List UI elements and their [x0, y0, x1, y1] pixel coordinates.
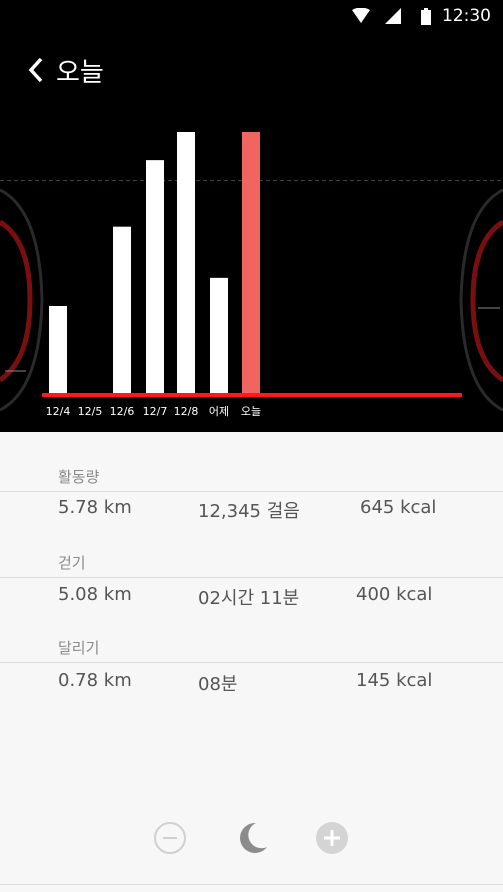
- divider: [0, 491, 503, 492]
- header: 오늘: [22, 48, 104, 92]
- minus-circle-icon: [154, 822, 186, 854]
- walk-distance: 5.08 km: [58, 584, 132, 605]
- chart-tick-label: 12/8: [174, 405, 199, 418]
- chart-tick-label: 12/6: [110, 405, 135, 418]
- status-bar: 12:30: [0, 0, 503, 32]
- chart-tick-label: 어제: [209, 405, 229, 418]
- chart-tick-label: 12/7: [143, 405, 168, 418]
- plus-circle-icon: [316, 822, 348, 854]
- chart-bar: [113, 226, 131, 393]
- dial-left-decoration: [0, 188, 44, 412]
- section-label-walk: 걷기: [58, 554, 86, 572]
- divider: [0, 662, 503, 663]
- run-calories: 145 kcal: [356, 670, 433, 691]
- chart-tick-label: 12/5: [78, 405, 103, 418]
- dial-left-arc: [0, 219, 33, 383]
- walk-calories: 400 kcal: [356, 584, 433, 605]
- run-duration: 08분: [198, 674, 238, 695]
- activity-chart: 12/4 12/5 12/6 12/7 12/8 어제 오늘: [0, 132, 503, 418]
- activity-distance: 5.78 km: [58, 497, 132, 518]
- dial-right-decoration: [459, 188, 503, 412]
- back-button[interactable]: [22, 50, 50, 90]
- chart-baseline: [42, 393, 462, 397]
- moon-icon: [240, 822, 267, 853]
- night-mode-button[interactable]: [234, 820, 270, 856]
- status-time: 12:30: [442, 6, 491, 26]
- chevron-left-icon: [28, 57, 43, 83]
- divider: [0, 884, 503, 885]
- chart-bar: [177, 132, 195, 393]
- wifi-icon: [352, 8, 370, 23]
- battery-icon: [421, 8, 431, 25]
- run-distance: 0.78 km: [58, 670, 132, 691]
- signal-icon: [385, 8, 401, 24]
- section-label-run: 달리기: [58, 639, 100, 657]
- chart-bar: [242, 132, 260, 393]
- zoom-out-button[interactable]: [152, 820, 188, 856]
- walk-duration: 02시간 11분: [198, 588, 300, 609]
- chart-bar: [210, 277, 228, 393]
- chart-tick-label: 오늘: [241, 405, 261, 418]
- chart-tick-label: 12/4: [46, 405, 71, 418]
- section-label-activity: 활동량: [58, 468, 100, 486]
- divider: [0, 577, 503, 578]
- dial-right-arc: [470, 219, 503, 383]
- page-title: 오늘: [56, 57, 104, 88]
- chart-panel: 12/4 12/5 12/6 12/7 12/8 어제 오늘 12:30 오늘: [0, 0, 503, 432]
- chart-bar: [49, 306, 67, 393]
- chart-bar: [146, 160, 164, 393]
- zoom-in-button[interactable]: [314, 820, 350, 856]
- activity-calories: 645 kcal: [360, 497, 437, 518]
- activity-steps: 12,345 걸음: [198, 501, 300, 522]
